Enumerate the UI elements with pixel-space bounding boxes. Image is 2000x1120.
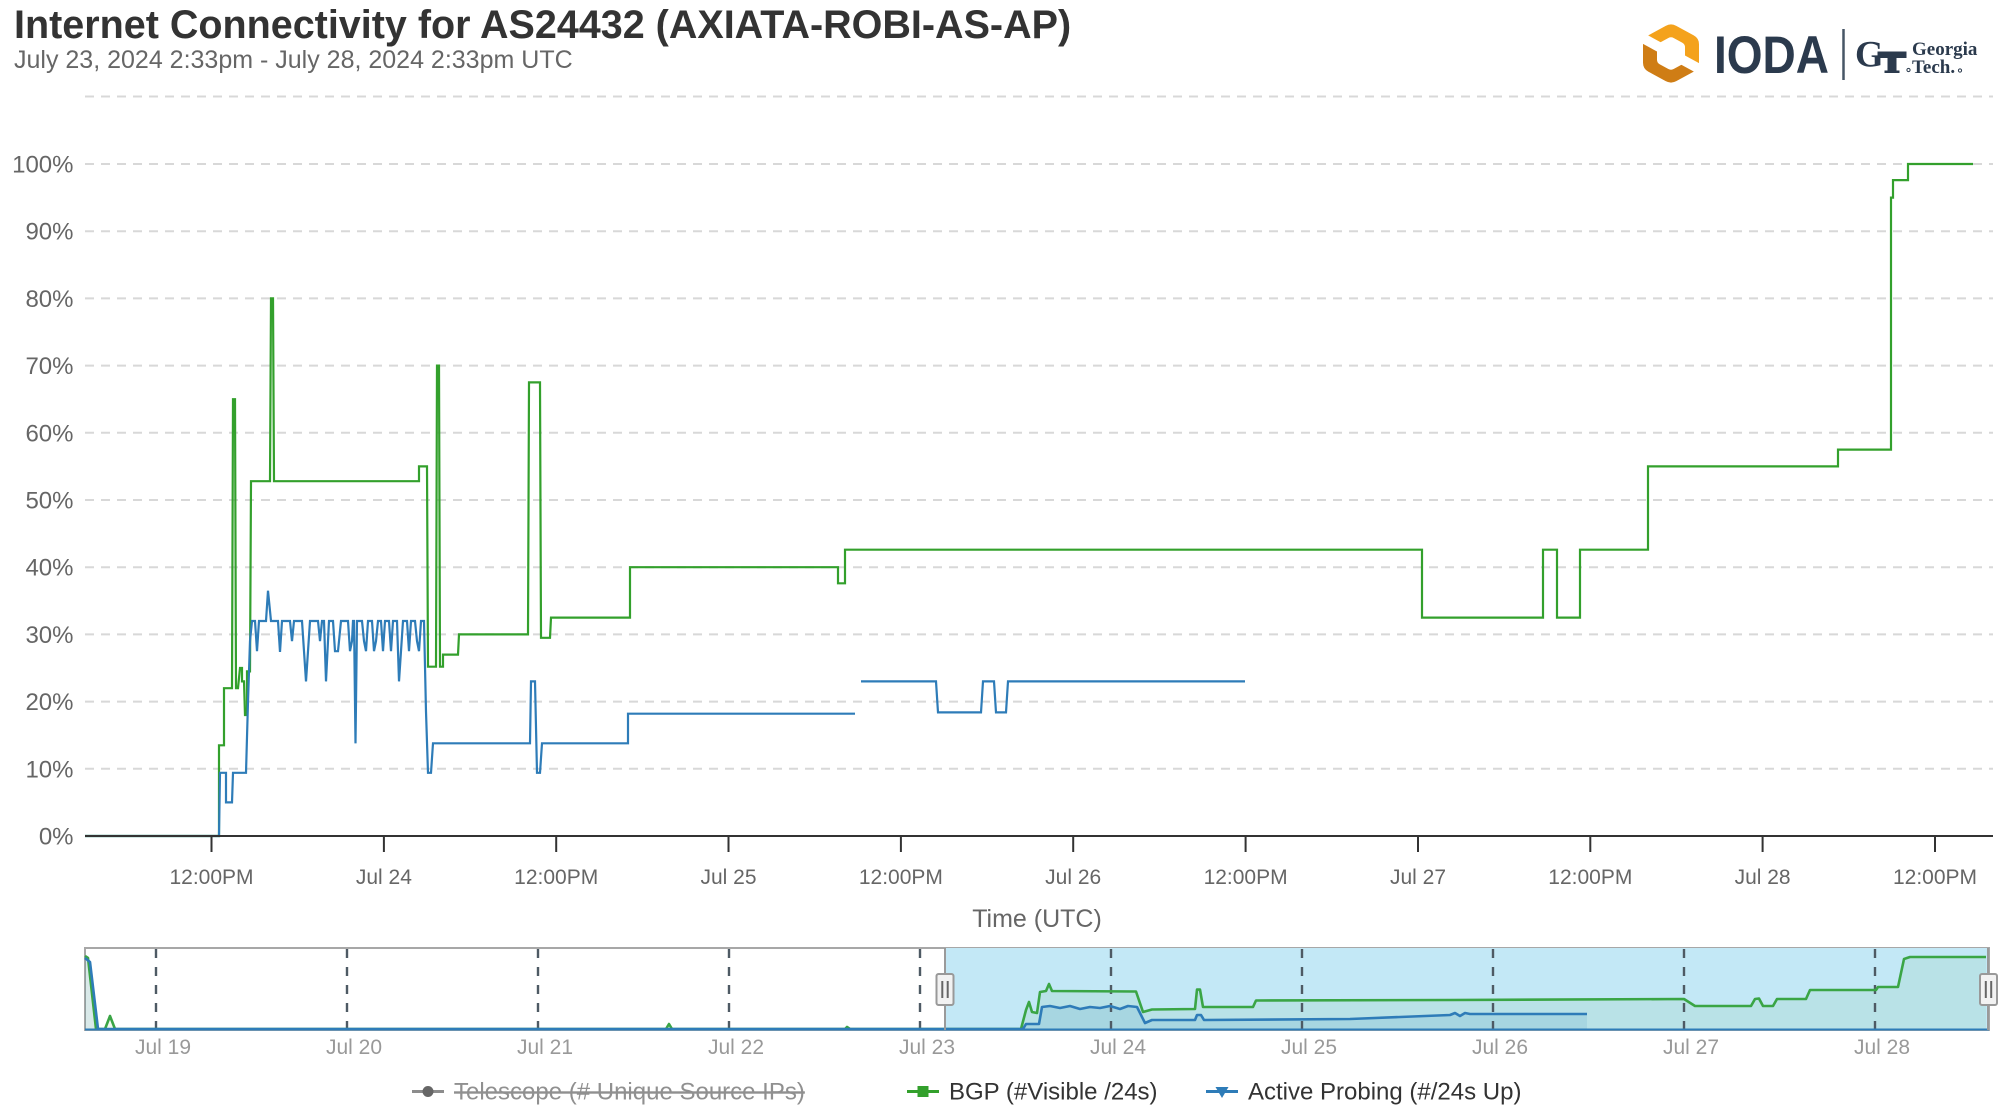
svg-text:Georgia: Georgia — [1912, 39, 1978, 60]
svg-text:Jul 25: Jul 25 — [700, 866, 756, 889]
svg-text:0%: 0% — [39, 824, 74, 851]
svg-text:Jul 24: Jul 24 — [1090, 1036, 1146, 1059]
svg-text:Jul 23: Jul 23 — [899, 1036, 955, 1059]
svg-text:Active Probing (#/24s Up): Active Probing (#/24s Up) — [1248, 1079, 1521, 1106]
svg-text:90%: 90% — [25, 219, 73, 246]
svg-text:Jul 19: Jul 19 — [135, 1036, 191, 1059]
svg-text:Jul 26: Jul 26 — [1045, 866, 1101, 889]
svg-text:Telescope (# Unique Source IPs: Telescope (# Unique Source IPs) — [454, 1079, 805, 1106]
svg-text:12:00PM: 12:00PM — [859, 866, 943, 889]
svg-text:12:00PM: 12:00PM — [1548, 866, 1632, 889]
svg-text:Jul 28: Jul 28 — [1854, 1036, 1910, 1059]
svg-text:100%: 100% — [12, 152, 73, 179]
svg-text:Jul 20: Jul 20 — [326, 1036, 382, 1059]
svg-text:Jul 25: Jul 25 — [1281, 1036, 1337, 1059]
svg-text:Jul 28: Jul 28 — [1735, 866, 1791, 889]
svg-text:Jul 27: Jul 27 — [1663, 1036, 1719, 1059]
svg-text:Jul 26: Jul 26 — [1472, 1036, 1528, 1059]
svg-text:Jul 27: Jul 27 — [1390, 866, 1446, 889]
svg-text:60%: 60% — [25, 420, 73, 447]
svg-text:BGP (#Visible /24s): BGP (#Visible /24s) — [949, 1079, 1158, 1106]
svg-text:20%: 20% — [25, 689, 73, 716]
svg-text:12:00PM: 12:00PM — [1893, 866, 1977, 889]
svg-text:40%: 40% — [25, 555, 73, 582]
svg-text:Tech.: Tech. — [1912, 57, 1955, 78]
svg-text:Jul 21: Jul 21 — [517, 1036, 573, 1059]
svg-text:12:00PM: 12:00PM — [514, 866, 598, 889]
svg-text:30%: 30% — [25, 622, 73, 649]
svg-text:Time (UTC): Time (UTC) — [972, 905, 1102, 933]
svg-text:Jul 22: Jul 22 — [708, 1036, 764, 1059]
svg-text:80%: 80% — [25, 286, 73, 313]
svg-text:12:00PM: 12:00PM — [1204, 866, 1288, 889]
svg-text:50%: 50% — [25, 488, 73, 515]
svg-text:IODA: IODA — [1714, 26, 1829, 85]
svg-text:Jul 24: Jul 24 — [356, 866, 412, 889]
svg-text:70%: 70% — [25, 353, 73, 380]
svg-text:12:00PM: 12:00PM — [169, 866, 253, 889]
svg-text:10%: 10% — [25, 756, 73, 783]
